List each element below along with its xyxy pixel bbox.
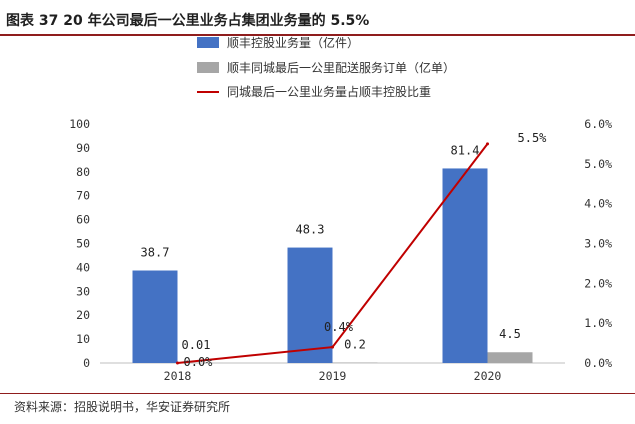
bar-secondary-label: 0.01 [182,338,211,352]
bar-primary [132,270,178,363]
legend-swatch-bar-secondary [197,62,219,73]
y-tick-label: 100 [69,117,90,131]
line-point-label: 0.0% [184,355,214,369]
bar-secondary-label: 4.5 [499,327,521,341]
source-rule [0,393,635,394]
plot-area: 0 10 20 30 40 50 60 70 80 90 100 0.0% 1.0% 2.0% 3.0% 4.… [69,117,612,383]
x-tick-label: 2019 [319,369,347,383]
y2-tick-label: 5.0% [584,157,612,171]
y-tick-label: 60 [76,213,90,227]
chart-legend: 顺丰控股业务量（亿件） 顺丰同城最后一公里配送服务订单（亿单） 同城最后一公里业… [197,35,455,99]
y2-tick-label: 0.0% [584,356,612,370]
source-note: 资料来源：招股说明书，华安证券研究所 [14,400,231,414]
bar-primary-label: 38.7 [141,246,170,260]
y-tick-label: 40 [76,260,90,274]
y2-tick-label: 6.0% [584,117,612,131]
legend-label-bar-secondary: 顺丰同城最后一公里配送服务订单（亿单） [227,60,455,75]
legend-swatch-bar-primary [197,37,219,48]
bar-primary-label: 48.3 [296,223,325,237]
bar-primary-label: 81.4 [451,143,480,157]
line-point [331,345,334,349]
title-rule [0,34,635,36]
legend-label-line: 同城最后一公里业务量占顺丰控股比重 [227,84,431,99]
bar-primary [442,168,488,363]
x-tick-label: 2018 [164,369,192,383]
line-point-label: 5.5% [518,131,548,145]
y2-tick-label: 3.0% [584,237,612,251]
y-tick-label: 90 [76,141,90,155]
y2-tick-label: 2.0% [584,276,612,290]
line-point-label: 0.4% [324,320,354,334]
bar-secondary-label: 0.2 [344,338,366,352]
bar-primary [287,247,333,363]
y-tick-label: 20 [76,308,90,322]
y-tick-label: 70 [76,189,90,203]
y-tick-label: 30 [76,284,90,298]
line-point [486,142,489,146]
y-tick-label: 80 [76,165,90,179]
y-tick-label: 0 [83,356,90,370]
y-tick-label: 50 [76,237,90,251]
y2-tick-label: 1.0% [584,316,612,330]
x-tick-label: 2020 [474,369,502,383]
y2-tick-label: 4.0% [584,197,612,211]
line-point [176,361,179,365]
bar-secondary [487,352,533,363]
figure-title: 图表 37 20 年公司最后一公里业务占集团业务量的 5.5% [6,13,370,29]
legend-label-bar-primary: 顺丰控股业务量（亿件） [227,35,359,50]
y-tick-label: 10 [76,332,90,346]
